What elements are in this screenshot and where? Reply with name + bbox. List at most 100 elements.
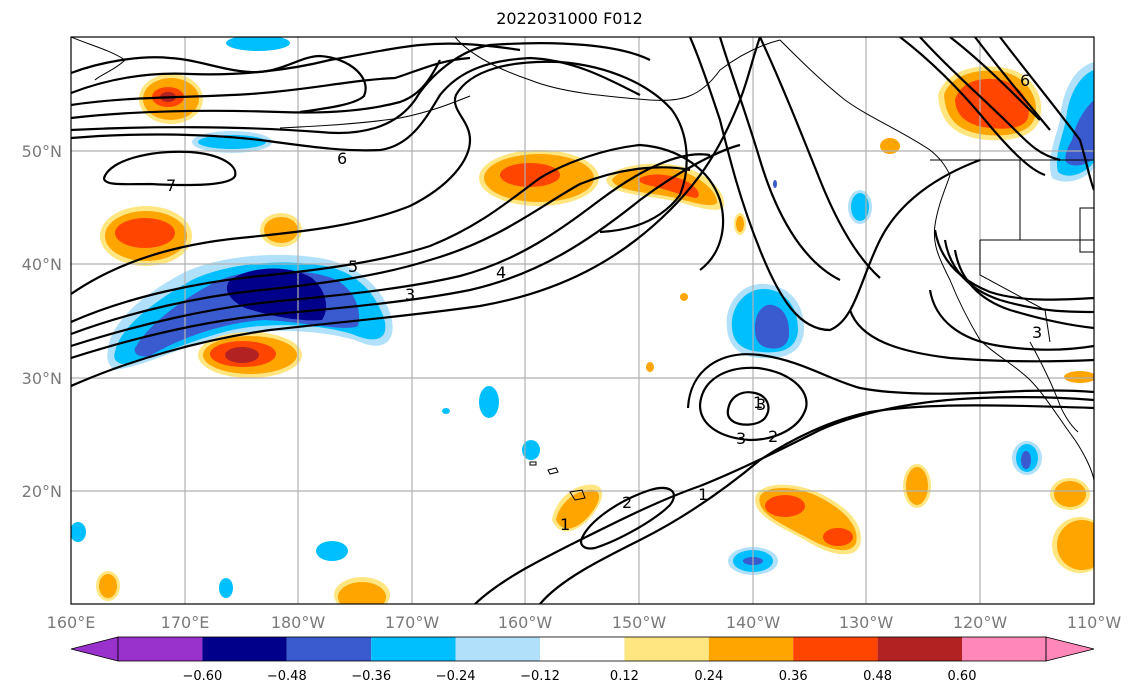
contour-line xyxy=(759,37,881,279)
longitude-axis: 160°E 170°E 180°W 170°W 160°W 150°W 140°… xyxy=(47,613,1122,632)
contour-label: 4 xyxy=(496,263,506,282)
colorbar-frame xyxy=(117,636,1047,662)
contour-line xyxy=(71,54,367,114)
contour-line xyxy=(71,56,471,107)
contour-lines xyxy=(71,37,1094,604)
map-title: 2022031000 F012 xyxy=(496,9,643,28)
negative-anomaly-region xyxy=(219,578,233,598)
longitude-tick-label: 160°W xyxy=(498,613,553,632)
coastlines xyxy=(71,37,1094,501)
latitude-tick-label: 50°N xyxy=(22,142,62,161)
colorbar-tick-label: −0.36 xyxy=(351,669,391,684)
negative-anomaly-region xyxy=(1065,100,1094,166)
contour-line xyxy=(718,37,841,281)
colorbar-swatch xyxy=(455,637,540,661)
state-border xyxy=(979,240,1051,343)
hawaii-islands xyxy=(569,489,586,501)
positive-anomaly-region xyxy=(765,495,805,517)
colorbar-swatch xyxy=(70,636,119,662)
contour-line xyxy=(949,37,1041,121)
contour-line-low-inner xyxy=(726,391,770,426)
longitude-tick-label: 170°E xyxy=(161,613,210,632)
contour-label: 7 xyxy=(166,176,176,195)
negative-anomaly-region xyxy=(226,37,290,51)
map-frame xyxy=(70,36,1095,605)
contour-line-3-east xyxy=(848,309,1094,363)
contour-line-4 xyxy=(71,153,711,348)
contour-line-3 xyxy=(71,143,741,360)
longitude-tick-label: 110°W xyxy=(1067,613,1122,632)
contour-label: 1 xyxy=(698,485,708,504)
contour-label: 5 xyxy=(348,257,358,276)
longitude-tick-label: 160°E xyxy=(47,613,96,632)
contour-label: 3 xyxy=(756,395,766,414)
contour-line xyxy=(928,289,1094,351)
colorbar-swatch xyxy=(118,637,203,661)
contour-line-2-low xyxy=(686,353,1094,409)
contour-line xyxy=(71,60,688,295)
colorbar-tick-label: 0.24 xyxy=(694,669,723,684)
contour-line xyxy=(953,249,1094,330)
positive-anomaly-region xyxy=(1057,520,1094,570)
contour-line xyxy=(71,143,725,324)
positive-anomaly-region xyxy=(338,582,386,604)
contour-line-6 xyxy=(71,56,641,152)
colorbar-tick-label: 0.60 xyxy=(948,669,977,684)
negative-anomaly-region xyxy=(851,193,869,221)
negative-anomaly-region xyxy=(316,541,348,561)
contour-line-3-low xyxy=(698,366,808,442)
hawaii-islands xyxy=(529,461,537,466)
negative-anomaly-region xyxy=(226,268,327,321)
colorbar-swatch xyxy=(962,637,1046,661)
colorbar-tick-label: −0.48 xyxy=(267,669,307,684)
contour-label: 2 xyxy=(768,427,778,446)
contour-line xyxy=(688,37,981,332)
positive-anomaly-region xyxy=(225,347,259,363)
latitude-tick-label: 20°N xyxy=(22,482,62,501)
positive-anomaly-region xyxy=(264,217,298,243)
colorbar-swatch xyxy=(1045,636,1095,662)
colorbar-swatch xyxy=(708,637,794,661)
contour-line xyxy=(999,37,1094,191)
longitude-tick-label: 140°W xyxy=(726,613,781,632)
positive-anomaly-region xyxy=(99,574,117,598)
contour-label: 1 xyxy=(560,515,570,534)
latitude-tick-label: 40°N xyxy=(22,255,62,274)
negative-anomaly-region xyxy=(754,304,790,349)
negative-anomaly-region xyxy=(479,386,499,418)
longitude-tick-label: 130°W xyxy=(839,613,894,632)
coastline-alaska xyxy=(454,37,781,101)
contour-label: 3 xyxy=(1032,323,1042,342)
contour-line xyxy=(919,37,1061,162)
coastline-aleutians xyxy=(279,95,471,129)
contour-line xyxy=(71,59,441,120)
contour-line xyxy=(974,37,1051,131)
contour-line-7 xyxy=(102,150,237,187)
contour-label: 3 xyxy=(736,429,746,448)
positive-anomaly-region xyxy=(556,489,600,529)
coastline-baja xyxy=(1029,341,1079,433)
colorbar: −0.60 −0.48 −0.36 −0.24 −0.12 0.12 0.24 … xyxy=(70,636,1095,684)
colorbar-tick-label: −0.12 xyxy=(520,669,560,684)
colorbar-swatch xyxy=(793,637,878,661)
contour-line xyxy=(71,37,762,388)
state-border xyxy=(1079,207,1094,253)
contour-line xyxy=(933,229,1094,301)
colorbar-swatch xyxy=(624,637,709,661)
negative-anomaly-region xyxy=(522,440,540,460)
hawaii-islands xyxy=(547,467,559,475)
colorbar-tick-label: −0.24 xyxy=(436,669,476,684)
colorbar-tick-label: 0.12 xyxy=(610,669,639,684)
contour-line-2 xyxy=(580,486,675,550)
colorbar-swatch xyxy=(540,637,625,661)
colorbar-swatch xyxy=(286,637,372,661)
longitude-tick-label: 120°W xyxy=(953,613,1008,632)
contour-line xyxy=(71,42,651,135)
colorbar-swatch xyxy=(371,637,456,661)
colorbar-tick-label: 0.36 xyxy=(779,669,808,684)
longitude-tick-label: 180°W xyxy=(271,613,326,632)
contour-label: 6 xyxy=(337,149,347,168)
positive-anomaly-region xyxy=(1054,481,1086,507)
negative-anomaly-region xyxy=(71,522,86,542)
